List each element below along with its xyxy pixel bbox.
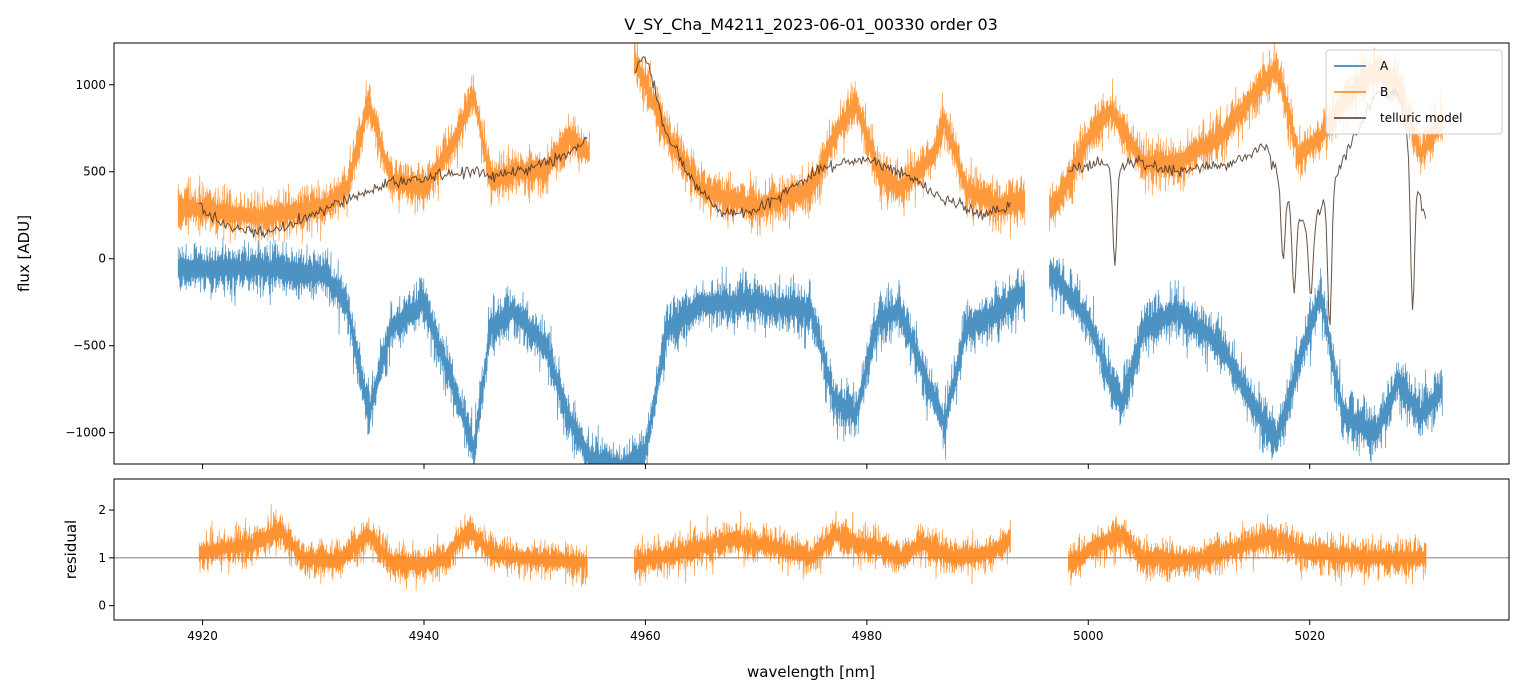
bottom-axes-frame: [113, 478, 1510, 621]
y-tick-label: 1000: [75, 78, 106, 92]
bottom-plot-area: [114, 504, 1509, 591]
top-y-axis-label: flux [ADU]: [15, 215, 33, 292]
y-tick-label: −1000: [65, 426, 106, 440]
x-tick-label: 4980: [852, 629, 883, 643]
residual-line: [198, 504, 1427, 591]
top-x-ticks: [202, 464, 1311, 469]
x-tick-label: 5000: [1073, 629, 1104, 643]
top-panel: −1000 −500 0 500 1000 flux [ADU] A B telluri…: [15, 42, 1510, 469]
legend-box: [1325, 49, 1503, 135]
legend: A B telluric model: [1325, 49, 1503, 135]
top-plot-area: [177, 43, 1443, 464]
chart-title: V_SY_Cha_M4211_2023-06-01_00330 order 03: [624, 15, 998, 35]
bottom-panel: 4920 4940 4960 4980 5000 5020 0 1 2 residual wa…: [62, 478, 1510, 681]
y-tick-label: 1: [98, 551, 106, 565]
x-tick-label: 4940: [409, 629, 440, 643]
legend-label-a: A: [1380, 59, 1389, 73]
bottom-y-ticks: 0 1 2: [98, 503, 114, 613]
x-tick-label: 5020: [1294, 629, 1325, 643]
x-tick-label: 4920: [187, 629, 218, 643]
y-tick-label: 500: [83, 165, 106, 179]
y-tick-label: 2: [98, 503, 106, 517]
x-tick-label: 4960: [630, 629, 661, 643]
legend-label-b: B: [1380, 85, 1388, 99]
top-y-ticks: −1000 −500 0 500 1000: [65, 78, 114, 440]
top-axes-frame: [113, 42, 1510, 465]
legend-label-telluric: telluric model: [1380, 111, 1462, 125]
bottom-x-ticks: 4920 4940 4960 4980 5000 5020: [187, 620, 1325, 643]
series-a-line: [177, 237, 1443, 464]
x-axis-label: wavelength [nm]: [747, 663, 875, 681]
y-tick-label: −500: [73, 339, 106, 353]
y-tick-label: 0: [98, 599, 106, 613]
bottom-y-axis-label: residual: [62, 520, 80, 579]
y-tick-label: 0: [98, 252, 106, 266]
